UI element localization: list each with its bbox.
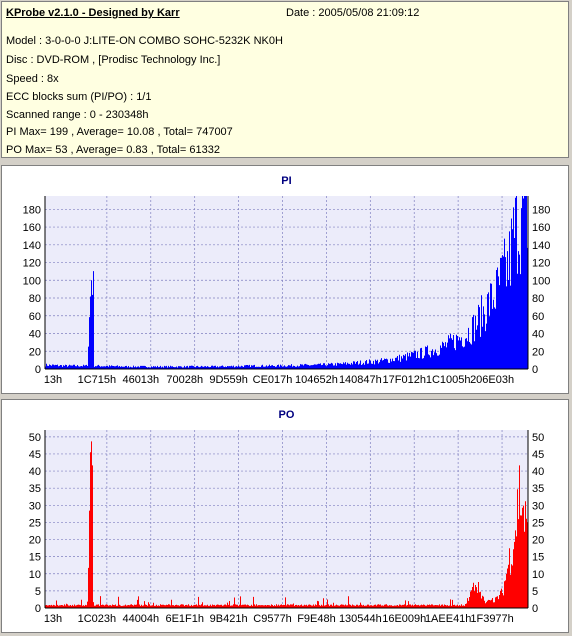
x-tick-label: 46013h <box>122 374 159 386</box>
y-tick-label: 80 <box>29 293 41 305</box>
plot-area <box>45 196 528 369</box>
x-tick-label: 140847h <box>339 374 382 386</box>
y-tick-label: 40 <box>29 466 41 478</box>
disc-line: Disc : DVD-ROM , [Prodisc Technology Inc… <box>6 54 221 66</box>
x-tick-label: 104652h <box>295 374 338 386</box>
y-tick-label-right: 0 <box>532 603 538 615</box>
x-tick-label: 1AEE41h <box>425 613 471 625</box>
y-tick-label: 120 <box>23 258 41 270</box>
x-tick-label: 17F012h <box>383 374 426 386</box>
x-tick-label: 16E009h <box>382 613 426 625</box>
y-tick-label-right: 10 <box>532 569 544 581</box>
x-tick-label: 130544h <box>339 613 382 625</box>
po-stats-line: PO Max= 53 , Average= 0.83 , Total= 6133… <box>6 144 220 156</box>
x-tick-label: 44004h <box>122 613 159 625</box>
y-tick-label: 5 <box>35 586 41 598</box>
y-tick-label-right: 45 <box>532 449 544 461</box>
y-tick-label-right: 5 <box>532 586 538 598</box>
y-tick-label: 15 <box>29 552 41 564</box>
x-tick-label: 1F3977h <box>470 613 513 625</box>
y-tick-label-right: 80 <box>532 293 544 305</box>
y-tick-label-right: 100 <box>532 275 550 287</box>
y-tick-label-right: 30 <box>532 500 544 512</box>
y-tick-label: 50 <box>29 432 41 444</box>
y-tick-label: 180 <box>23 204 41 216</box>
range-line: Scanned range : 0 - 230348h <box>6 109 149 121</box>
plot-area <box>45 430 528 608</box>
x-tick-label: F9E48h <box>297 613 336 625</box>
x-tick-label: 13h <box>44 613 62 625</box>
x-tick-label: 6E1F1h <box>165 613 204 625</box>
chart-title: PI <box>281 175 291 187</box>
pi-stats-line: PI Max= 199 , Average= 10.08 , Total= 74… <box>6 126 233 138</box>
y-tick-label-right: 20 <box>532 535 544 547</box>
x-tick-label: 1C715h <box>78 374 117 386</box>
y-tick-label-right: 160 <box>532 222 550 234</box>
app-title: KProbe v2.1.0 - Designed by Karr <box>6 7 180 19</box>
y-tick-label: 100 <box>23 275 41 287</box>
y-tick-label: 0 <box>35 364 41 376</box>
y-tick-label-right: 140 <box>532 240 550 252</box>
x-tick-label: 9B421h <box>210 613 248 625</box>
y-tick-label: 0 <box>35 603 41 615</box>
y-tick-label: 30 <box>29 500 41 512</box>
y-tick-label-right: 180 <box>532 204 550 216</box>
y-tick-label-right: 120 <box>532 258 550 270</box>
chart-title: PO <box>279 409 295 421</box>
scan-date: Date : 2005/05/08 21:09:12 <box>286 7 420 19</box>
x-tick-label: 13h <box>44 374 62 386</box>
y-tick-label-right: 60 <box>532 311 544 323</box>
y-tick-label: 140 <box>23 240 41 252</box>
ecc-line: ECC blocks sum (PI/PO) : 1/1 <box>6 91 152 103</box>
y-tick-label-right: 15 <box>532 552 544 564</box>
y-tick-label-right: 25 <box>532 517 544 529</box>
y-tick-label-right: 40 <box>532 329 544 341</box>
x-tick-label: 1C023h <box>78 613 117 625</box>
x-tick-label: 1C1005h <box>426 374 471 386</box>
y-tick-label: 45 <box>29 449 41 461</box>
x-tick-label: C9577h <box>253 613 292 625</box>
pi-chart-panel: PI 0 0 20 20 40 40 60 60 80 80 100 100 120 120 140 140 16… <box>1 165 569 394</box>
series-bars <box>45 441 528 608</box>
y-tick-label: 160 <box>23 222 41 234</box>
y-tick-label: 25 <box>29 517 41 529</box>
x-tick-label: 9D559h <box>209 374 248 386</box>
po-chart-panel: PO 0 0 5 5 10 10 15 15 20 20 25 25 30 30 35 35 40 40 45 45 50… <box>1 399 569 633</box>
y-tick-label-right: 20 <box>532 346 544 358</box>
po-chart: PO 0 0 5 5 10 10 15 15 20 20 25 25 30 30 35 35 40 40 45 45 50… <box>29 409 545 625</box>
speed-line: Speed : 8x <box>6 73 59 85</box>
y-tick-label-right: 35 <box>532 483 544 495</box>
y-tick-label-right: 40 <box>532 466 544 478</box>
x-tick-label: CE017h <box>253 374 293 386</box>
x-tick-label: 206E03h <box>470 374 514 386</box>
y-tick-label: 10 <box>29 569 41 581</box>
y-tick-label: 20 <box>29 346 41 358</box>
model-line: Model : 3-0-0-0 J:LITE-ON COMBO SOHC-523… <box>6 35 283 47</box>
y-tick-label: 20 <box>29 535 41 547</box>
y-tick-label: 40 <box>29 329 41 341</box>
y-tick-label: 60 <box>29 311 41 323</box>
info-panel: KProbe v2.1.0 - Designed by Karr Date : … <box>1 1 569 158</box>
y-tick-label-right: 50 <box>532 432 544 444</box>
y-tick-label: 35 <box>29 483 41 495</box>
pi-chart: PI 0 0 20 20 40 40 60 60 80 80 100 100 120 120 140 140 16… <box>23 175 551 386</box>
y-tick-label-right: 0 <box>532 364 538 376</box>
x-tick-label: 70028h <box>166 374 203 386</box>
